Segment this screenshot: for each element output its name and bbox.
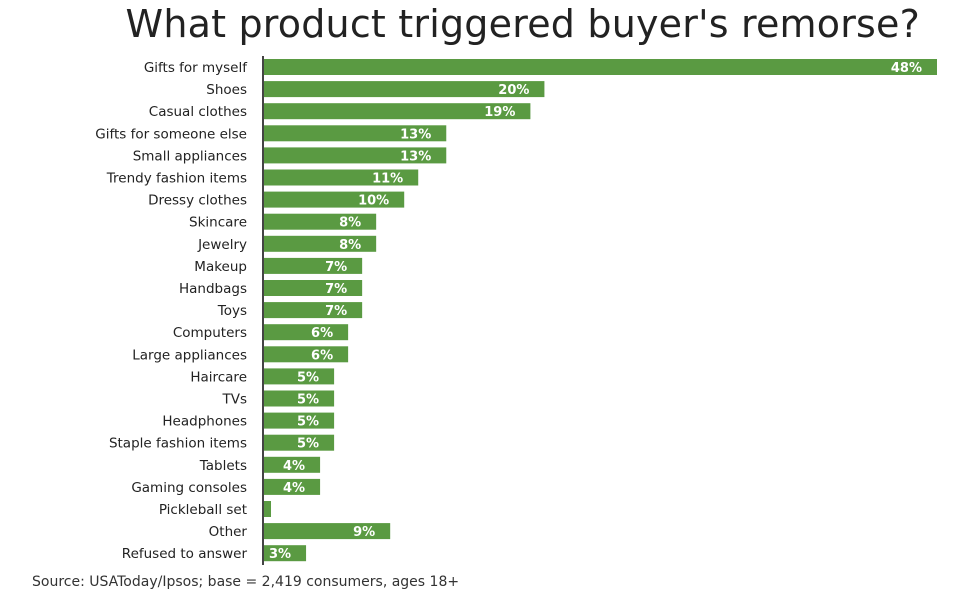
bar: [264, 147, 447, 164]
bar: [264, 235, 377, 252]
data-label: 13%: [400, 149, 431, 164]
category-label: Gaming consoles: [131, 480, 247, 496]
category-label: Makeup: [194, 259, 247, 275]
bar: [264, 81, 545, 98]
data-label: 5%: [297, 370, 319, 385]
data-label: 7%: [325, 260, 347, 275]
bar: [264, 302, 363, 319]
bar: [264, 257, 363, 274]
data-label: 5%: [297, 415, 319, 430]
data-label: 6%: [311, 348, 333, 363]
category-label: Trendy fashion items: [106, 171, 247, 187]
bar: [264, 390, 335, 407]
data-label: 19%: [484, 105, 515, 120]
data-label: 4%: [283, 481, 305, 496]
category-label: Computers: [173, 325, 247, 341]
category-label: Tablets: [199, 458, 247, 474]
bar: [264, 191, 405, 208]
data-label: 7%: [325, 304, 347, 319]
data-label: 4%: [283, 459, 305, 474]
bar: [264, 213, 377, 230]
bar: [264, 103, 531, 120]
category-label: Casual clothes: [149, 104, 247, 120]
bar: [264, 434, 335, 451]
bar: [264, 59, 937, 75]
data-label: 10%: [358, 194, 389, 209]
bar: [264, 280, 363, 296]
category-label: Skincare: [189, 215, 247, 231]
source-note: Source: USAToday/Ipsos; base = 2,419 con…: [32, 574, 460, 590]
category-label: Gifts for someone else: [95, 126, 247, 142]
category-label: Headphones: [162, 414, 247, 430]
chart-title: What product triggered buyer's remorse?: [125, 2, 920, 46]
category-label: Haircare: [190, 369, 247, 385]
data-label: 3%: [269, 547, 291, 562]
data-label: 20%: [498, 83, 529, 98]
data-label: 5%: [297, 393, 319, 408]
bar: [264, 456, 321, 473]
category-label: Refused to answer: [122, 546, 248, 562]
category-label: Handbags: [179, 281, 247, 297]
data-label: 8%: [339, 238, 361, 253]
bar: [264, 169, 419, 186]
category-label: Dressy clothes: [148, 193, 247, 209]
data-label: 13%: [400, 127, 431, 142]
category-label: Pickleball set: [159, 502, 247, 518]
data-label: 48%: [891, 61, 922, 76]
bar: [264, 125, 447, 142]
category-label: Jewelry: [197, 237, 247, 253]
bar: [264, 523, 391, 540]
category-label: Toys: [217, 303, 247, 319]
data-label: 6%: [311, 326, 333, 341]
data-label: 5%: [297, 437, 319, 452]
data-label: 11%: [372, 172, 403, 187]
data-label: 8%: [339, 216, 361, 231]
bar: [264, 324, 349, 341]
category-label: Gifts for myself: [144, 60, 248, 76]
category-label: TVs: [221, 392, 247, 408]
category-label: Staple fashion items: [109, 436, 247, 452]
data-label: 9%: [353, 525, 375, 540]
bar: [264, 368, 335, 385]
bar: [264, 501, 272, 517]
bar: [264, 545, 307, 562]
bar: [264, 412, 335, 429]
category-label: Small appliances: [133, 148, 247, 164]
category-label: Large appliances: [132, 347, 247, 363]
category-label: Other: [209, 524, 248, 540]
data-label: 7%: [325, 282, 347, 297]
bar: [264, 346, 349, 363]
category-label: Shoes: [206, 82, 247, 98]
bar: [264, 478, 321, 495]
